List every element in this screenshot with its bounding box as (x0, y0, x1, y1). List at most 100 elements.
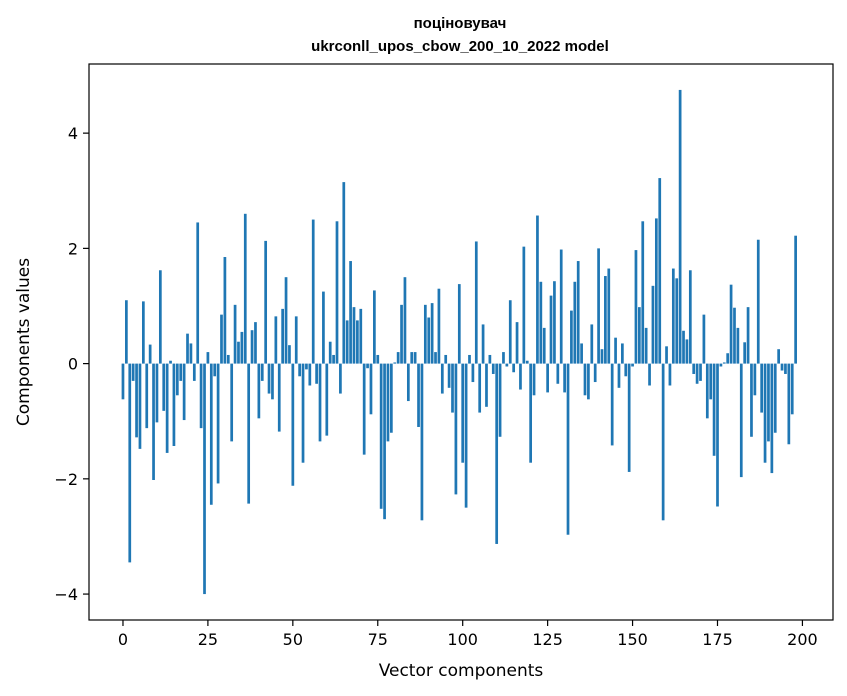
bar-111 (498, 363, 502, 437)
bar-54 (305, 363, 308, 370)
bar-48 (284, 277, 288, 364)
chart-title-line-2: ukrconll_upos_cbow_200_10_2022 model (311, 38, 609, 55)
bar-1 (125, 300, 128, 364)
bar-110 (495, 363, 499, 544)
bar-41 (260, 363, 264, 381)
bar-81 (396, 352, 400, 364)
bar-62 (332, 354, 335, 364)
bar-25 (206, 352, 210, 364)
bar-164 (678, 89, 682, 364)
bar-170 (699, 363, 702, 381)
y-tick-label: −4 (54, 585, 78, 604)
bar-148 (624, 363, 628, 377)
bar-9 (152, 363, 155, 480)
bar-160 (665, 346, 668, 364)
bar-28 (216, 363, 220, 484)
bar-159 (661, 363, 665, 521)
bar-79 (389, 363, 393, 433)
bar-23 (199, 363, 203, 429)
y-axis-label: Components values (14, 258, 34, 426)
x-axis-ticks: 0 25 50 75 100 125 150 175 200 (118, 620, 818, 649)
bar-44 (271, 363, 274, 400)
bar-113 (505, 363, 509, 367)
bar-91 (430, 303, 434, 364)
bar-195 (784, 363, 787, 374)
bar-165 (682, 330, 685, 364)
bar-137 (587, 363, 590, 400)
bar-74 (373, 290, 376, 364)
bar-106 (481, 324, 485, 364)
bar-80 (393, 362, 397, 364)
bar-58 (318, 363, 322, 442)
bar-89 (423, 304, 427, 364)
bar-172 (705, 363, 709, 419)
bar-86 (413, 352, 417, 364)
bar-157 (654, 218, 658, 364)
bar-168 (692, 363, 696, 374)
y-axis-ticks: −4 −2 0 2 4 (54, 124, 89, 604)
bar-102 (468, 354, 471, 364)
bar-105 (478, 363, 482, 413)
bar-149 (627, 363, 631, 472)
bar-166 (685, 339, 689, 364)
bar-177 (722, 362, 726, 364)
plot-frame (88, 63, 834, 621)
x-axis-label: Vector components (379, 661, 544, 681)
bar-92 (434, 352, 437, 364)
bar-29 (220, 314, 223, 364)
bar-129 (559, 249, 563, 364)
x-tick-label: 150 (617, 630, 648, 649)
bar-190 (767, 363, 770, 442)
bar-146 (617, 363, 621, 388)
bar-152 (637, 307, 641, 364)
x-tick-label: 75 (368, 630, 388, 649)
bar-169 (695, 363, 699, 384)
bar-63 (335, 221, 339, 364)
bar-82 (400, 304, 403, 364)
bar-156 (651, 285, 655, 364)
bar-51 (294, 316, 298, 364)
bar-22 (196, 222, 200, 364)
bar-140 (597, 248, 600, 364)
bar-100 (461, 363, 465, 463)
x-tick-label: 100 (447, 630, 478, 649)
bar-142 (604, 276, 607, 364)
bar-95 (444, 354, 448, 364)
bar-87 (417, 363, 420, 427)
bar-185 (750, 363, 753, 437)
x-tick-label: 125 (532, 630, 563, 649)
bar-17 (179, 363, 183, 381)
bar-30 (223, 257, 227, 364)
bar-7 (145, 363, 149, 429)
bar-186 (753, 363, 757, 396)
bar-161 (668, 363, 672, 386)
bar-136 (583, 363, 587, 396)
bar-55 (308, 363, 312, 386)
bar-189 (763, 363, 767, 463)
bar-39 (254, 322, 257, 364)
bar-134 (576, 261, 580, 364)
bar-4 (135, 363, 138, 438)
bar-155 (648, 363, 651, 386)
bar-59 (322, 291, 325, 364)
chart-title-line-1: поціновувач (414, 15, 507, 32)
bar-194 (780, 363, 784, 371)
bar-154 (644, 327, 648, 364)
x-tick-label: 25 (198, 630, 218, 649)
bar-94 (440, 363, 444, 394)
bar-188 (760, 363, 764, 413)
bar-38 (250, 330, 254, 364)
bar-67 (349, 261, 352, 364)
bar-13 (165, 363, 169, 453)
bar-132 (570, 310, 573, 364)
bar-3 (131, 363, 135, 381)
bar-57 (315, 363, 318, 384)
bar-45 (274, 316, 278, 364)
bar-184 (746, 307, 750, 364)
bar-40 (257, 363, 261, 419)
bar-93 (437, 288, 441, 364)
bar-33 (233, 304, 237, 364)
bar-64 (339, 363, 342, 394)
